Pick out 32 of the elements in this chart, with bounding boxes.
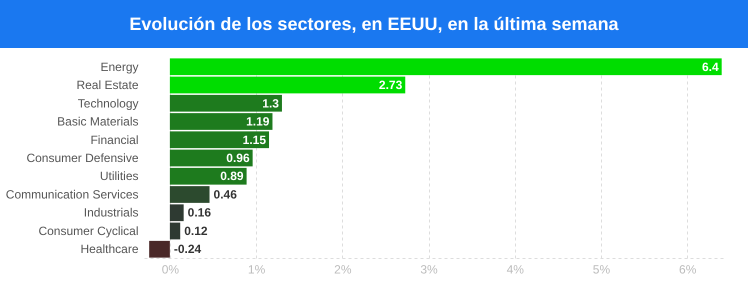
x-tick-label: 2% <box>334 262 352 276</box>
data-label: 0.16 <box>188 206 212 220</box>
y-tick-label: Basic Materials <box>57 114 138 129</box>
y-tick-label: Utilities <box>100 169 138 184</box>
y-tick-label: Energy <box>100 60 138 74</box>
x-tick-label: 6% <box>679 262 697 276</box>
y-tick-label: Real Estate <box>76 78 139 92</box>
x-tick-label: 0% <box>162 262 180 276</box>
y-tick-label: Healthcare <box>80 242 139 256</box>
x-tick-label: 3% <box>420 262 438 276</box>
data-label: 0.46 <box>214 187 238 202</box>
data-label: 1.15 <box>242 132 266 147</box>
y-tick-label: Technology <box>78 96 138 110</box>
y-tick-label: Communication Services <box>6 187 138 202</box>
data-label: 1.3 <box>262 96 280 110</box>
bar <box>149 240 170 258</box>
x-tick-label: 5% <box>592 262 610 276</box>
data-label: 0.12 <box>184 224 208 238</box>
x-tick-label: 1% <box>248 262 266 276</box>
data-label: -0.24 <box>174 242 202 256</box>
y-tick-label: Industrials <box>84 206 138 220</box>
data-label: 0.89 <box>220 169 244 184</box>
data-label: 1.19 <box>246 114 270 129</box>
y-tick-label: Consumer Defensive <box>26 151 139 165</box>
data-label: 2.73 <box>378 78 403 92</box>
y-tick-label: Consumer Cyclical <box>38 224 138 238</box>
y-tick-label: Financial <box>90 132 138 147</box>
x-tick-label: 4% <box>506 262 524 276</box>
chart-title: Evolución de los sectores, en EEUU, en la última semana <box>0 0 748 48</box>
data-label: 6.4 <box>702 60 720 74</box>
bar <box>170 186 210 203</box>
data-label: 0.96 <box>226 151 250 165</box>
